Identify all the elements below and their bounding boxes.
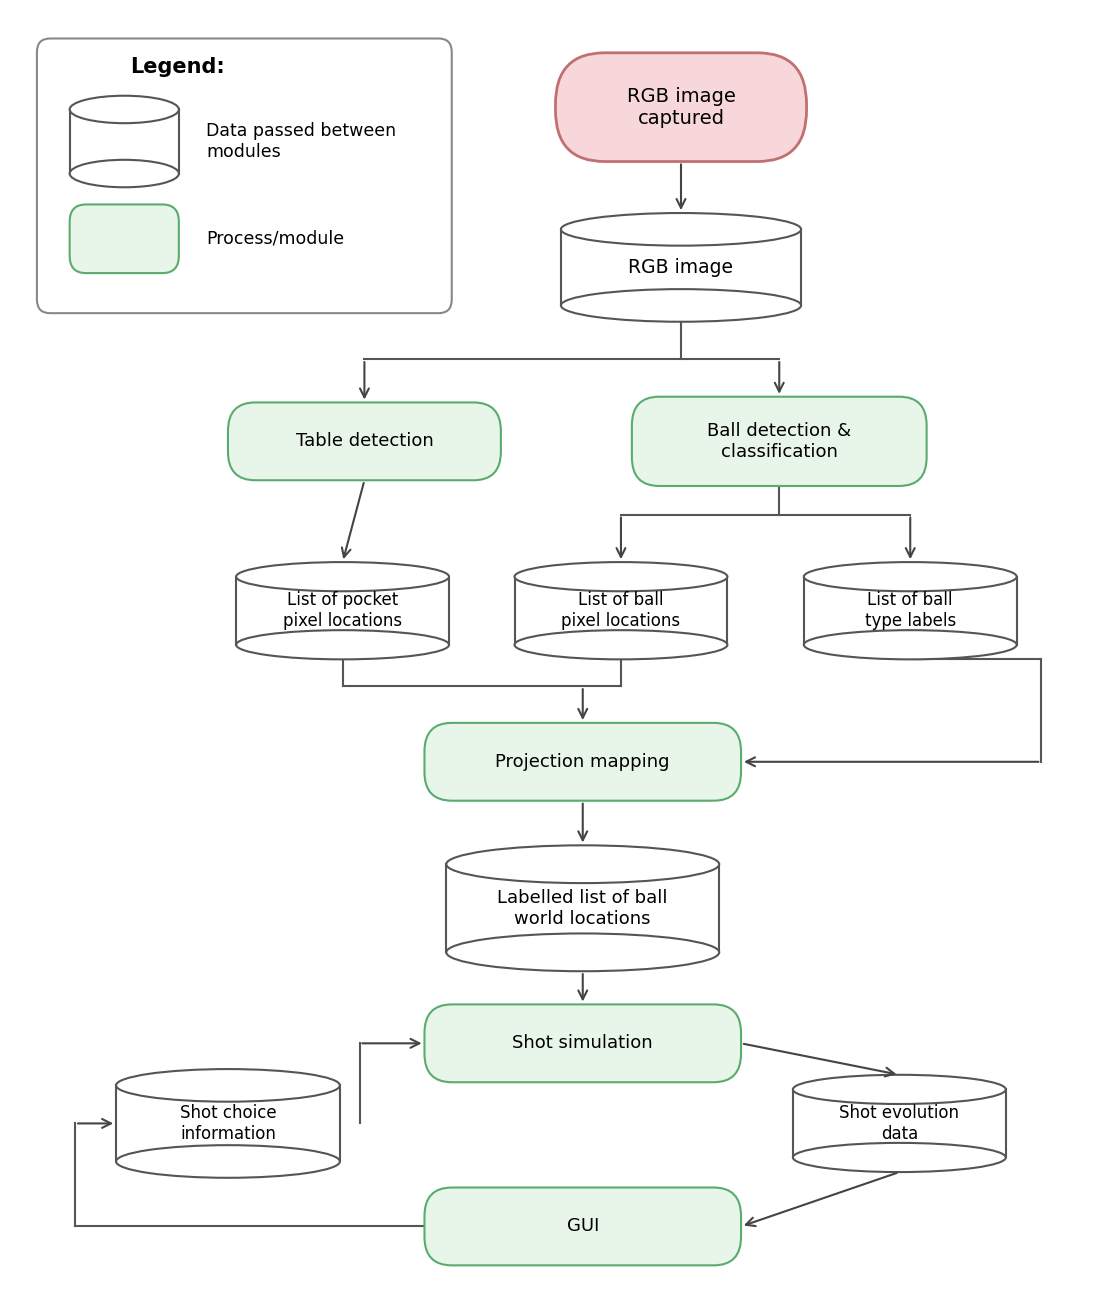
Bar (804, 576, 1016, 645)
Ellipse shape (561, 289, 801, 322)
Ellipse shape (447, 846, 719, 884)
Ellipse shape (793, 1075, 1005, 1104)
Ellipse shape (804, 630, 1016, 659)
Text: Process/module: Process/module (206, 230, 344, 248)
Text: RGB image
captured: RGB image captured (627, 87, 736, 127)
Bar (515, 576, 727, 645)
FancyBboxPatch shape (425, 723, 741, 801)
Text: Projection mapping: Projection mapping (495, 752, 670, 771)
Bar (561, 230, 801, 306)
Ellipse shape (69, 96, 179, 123)
FancyBboxPatch shape (228, 402, 500, 481)
FancyBboxPatch shape (556, 53, 806, 161)
Ellipse shape (804, 562, 1016, 591)
Text: Ball detection &
classification: Ball detection & classification (707, 421, 851, 461)
Text: Legend:: Legend: (130, 56, 224, 77)
Text: Shot evolution
data: Shot evolution data (839, 1104, 959, 1142)
Text: Table detection: Table detection (296, 432, 433, 450)
Text: Data passed between
modules: Data passed between modules (206, 122, 396, 161)
Bar (793, 1090, 1005, 1158)
Text: RGB image: RGB image (628, 257, 734, 277)
FancyBboxPatch shape (69, 205, 179, 273)
Text: List of pocket
pixel locations: List of pocket pixel locations (283, 591, 403, 630)
Bar (447, 864, 719, 952)
Text: Labelled list of ball
world locations: Labelled list of ball world locations (497, 889, 668, 928)
Ellipse shape (561, 213, 801, 246)
Ellipse shape (447, 934, 719, 972)
Ellipse shape (793, 1142, 1005, 1173)
Ellipse shape (69, 160, 179, 188)
Text: Shot simulation: Shot simulation (513, 1035, 653, 1052)
FancyBboxPatch shape (631, 397, 926, 486)
Bar (236, 576, 449, 645)
FancyBboxPatch shape (425, 1004, 741, 1082)
Text: List of ball
pixel locations: List of ball pixel locations (561, 591, 681, 630)
Text: Shot choice
information: Shot choice information (179, 1104, 276, 1142)
Ellipse shape (515, 630, 727, 659)
Ellipse shape (515, 562, 727, 591)
Text: List of ball
type labels: List of ball type labels (865, 591, 956, 630)
FancyBboxPatch shape (425, 1187, 741, 1266)
Ellipse shape (236, 562, 449, 591)
Ellipse shape (117, 1069, 340, 1102)
Bar (69, 109, 179, 173)
Text: GUI: GUI (566, 1217, 598, 1236)
Ellipse shape (236, 630, 449, 659)
Bar (117, 1086, 340, 1162)
Ellipse shape (117, 1145, 340, 1178)
FancyBboxPatch shape (37, 38, 452, 314)
